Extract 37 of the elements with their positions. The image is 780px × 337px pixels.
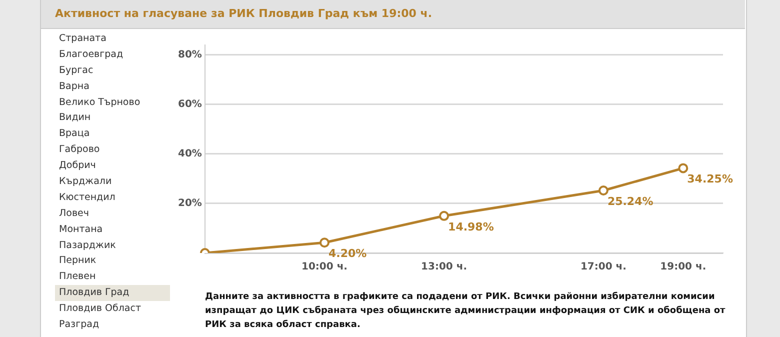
y-tick-label: 20%: [178, 198, 202, 210]
y-tick-label: 40%: [178, 148, 202, 160]
text: Пловдив Град: [55, 285, 170, 302]
y-tick-label: 80%: [178, 50, 202, 60]
x-tick-label: 10:00 ч.: [301, 262, 348, 273]
chart-title: Активност на гласуване за РИК Пловдив Град към 19:00 ч.: [55, 7, 432, 20]
point: [598, 186, 608, 196]
text: Монтана: [58, 222, 104, 237]
data-label: 14.98%: [448, 220, 494, 234]
point: [439, 210, 450, 221]
text: Габрово: [58, 143, 101, 158]
text: Данните за активността в графиките са подадени от РИК. Всички районни избирателни комисии изпращат до ЦИК събраната чрез общинските администрации информация от СИК и обобщена от РИК за всяка област справка.: [205, 290, 726, 332]
data-label: 34.25%: [687, 172, 733, 186]
text: Видин: [58, 111, 92, 126]
text: Ловеч: [58, 206, 90, 221]
x-tick-label: 13:00 ч.: [421, 262, 468, 273]
y-tick-label: 60%: [178, 99, 202, 110]
text: Бургас: [58, 64, 94, 78]
text: Благоевград: [58, 48, 124, 62]
text: Кърджали: [58, 175, 113, 190]
text: Варна: [58, 80, 90, 94]
text: Враца: [58, 127, 91, 142]
text: Разград: [58, 318, 100, 332]
point: [678, 163, 688, 174]
data-label: 25.24%: [607, 194, 654, 208]
text: Пазарджик: [58, 238, 117, 253]
data-label: 4.20%: [328, 246, 367, 260]
text: Кюстендил: [58, 190, 116, 205]
text: Велико Търново: [58, 96, 142, 110]
text: Перник: [58, 254, 98, 268]
text: Пловдив Област: [58, 302, 142, 316]
x-tick-label: 19:00 ч.: [660, 262, 706, 273]
x-tick-label: 17:00 ч.: [580, 262, 626, 273]
text: Плевен: [58, 270, 97, 284]
point: [319, 238, 330, 248]
text: Добрич: [58, 159, 97, 174]
text: Страната: [58, 32, 108, 46]
